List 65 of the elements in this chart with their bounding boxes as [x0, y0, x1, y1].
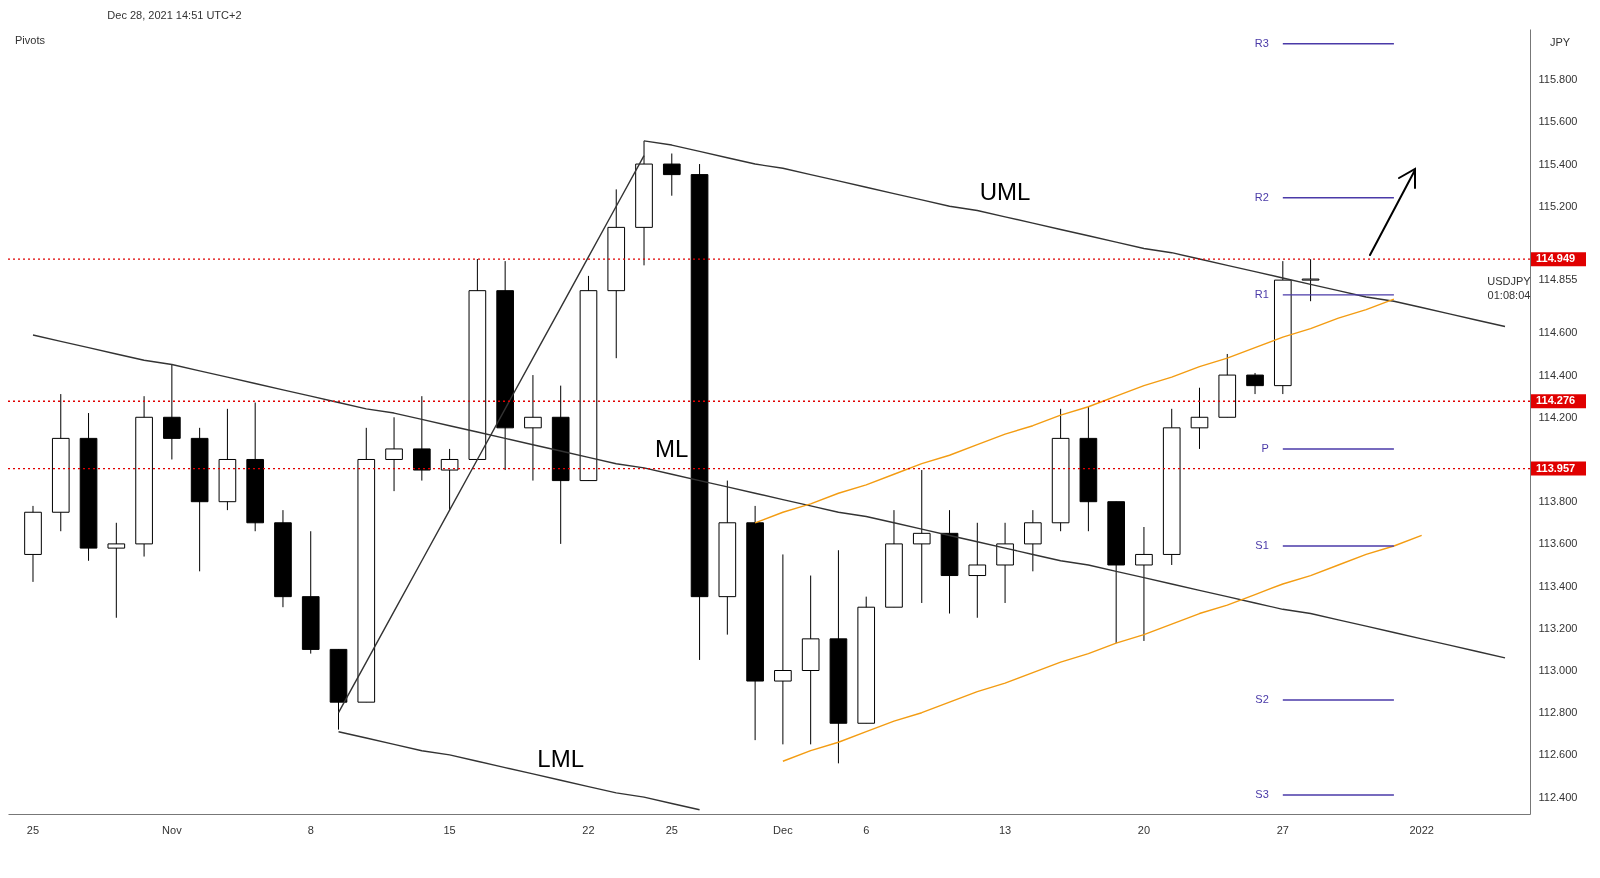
candlestick	[385, 416, 403, 492]
y-tick-label: 112.600	[1538, 748, 1578, 761]
ref-line-label: 114.276	[1536, 394, 1576, 407]
y-tick-label: 115.600	[1538, 115, 1578, 128]
candlestick	[1024, 509, 1042, 572]
ref-line-label: 113.957	[1536, 461, 1576, 474]
chart-title: Dec 28, 2021 14:51 UTC+2	[107, 9, 242, 21]
x-tick-label: 13	[998, 823, 1012, 836]
y-tick-label: 113.800	[1538, 495, 1578, 508]
candlestick	[662, 153, 681, 197]
line-series	[337, 731, 701, 811]
x-tick-label: 25	[665, 823, 678, 836]
series-label: R3	[1254, 36, 1269, 49]
annotation: Pivots	[15, 34, 46, 46]
y-tick-label: 113.400	[1538, 579, 1578, 592]
series-label: R1	[1254, 287, 1269, 300]
series-label: R2	[1254, 190, 1269, 203]
series-label: UML	[979, 177, 1031, 205]
y-tick-label: 114.600	[1538, 326, 1578, 339]
candlestick	[1190, 387, 1209, 450]
candlestick	[774, 553, 792, 745]
candlestick	[163, 364, 181, 460]
series-label: S2	[1255, 693, 1269, 706]
y-tick-label: 113.200	[1538, 621, 1578, 634]
candlestick	[440, 448, 459, 511]
x-tick-label: 8	[307, 823, 314, 836]
series-label: ML	[655, 435, 689, 463]
y-tick-label: 114.200	[1538, 410, 1578, 423]
x-tick-label: 2022	[1409, 823, 1434, 836]
candlestick	[107, 522, 126, 619]
y-tick-label: 115.200	[1538, 199, 1578, 212]
text: JPY	[1549, 36, 1571, 48]
x-tick-label: Dec	[773, 823, 794, 836]
candlestick	[1301, 258, 1320, 302]
y-tick-label: 113.600	[1538, 537, 1578, 550]
x-tick-label: 15	[443, 823, 456, 836]
series-label: LML	[537, 745, 585, 773]
x-tick-label: 25	[26, 823, 40, 836]
line-series	[754, 298, 1395, 524]
x-tick-label: 6	[863, 823, 870, 836]
candlestick	[1135, 526, 1153, 642]
series-label: S1	[1255, 539, 1269, 551]
y-tick-label: 112.800	[1538, 706, 1578, 719]
candlestick	[413, 395, 431, 482]
y-tick-label: 114.855	[1538, 272, 1578, 285]
line-series	[782, 534, 1423, 762]
x-tick-label: 27	[1276, 823, 1289, 836]
series-label: S3	[1255, 788, 1269, 801]
candlestick	[996, 522, 1014, 604]
y-tick-label: 112.400	[1538, 790, 1578, 803]
candlestick	[968, 522, 987, 619]
candlestick	[912, 469, 931, 604]
annotation: USDJPY	[1487, 275, 1532, 287]
y-tick-label: 115.400	[1538, 157, 1578, 170]
series-label: P	[1261, 441, 1269, 454]
y-tick-label: 114.400	[1538, 368, 1578, 381]
y-tick-label: 115.800	[1538, 73, 1578, 86]
ref-line-label: 114.949	[1536, 252, 1576, 265]
x-tick-label: 20	[1137, 823, 1151, 836]
candlestick	[1246, 372, 1264, 395]
y-tick-label: 113.000	[1538, 664, 1578, 677]
candlestick	[524, 374, 542, 482]
x-tick-label: Nov	[162, 823, 183, 836]
annotation: 01:08:04	[1487, 289, 1531, 301]
x-tick-label: 22	[582, 823, 595, 836]
